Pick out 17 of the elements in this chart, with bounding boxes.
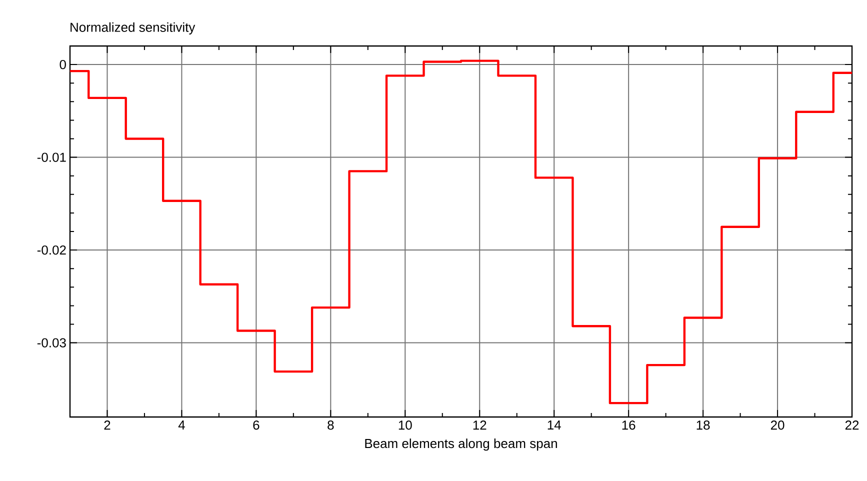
x-tick-label: 4 bbox=[178, 420, 185, 430]
y-tick-label: -0.03 bbox=[37, 338, 66, 348]
x-tick-label: 16 bbox=[622, 420, 636, 430]
y-tick-label: 0 bbox=[60, 60, 66, 70]
x-tick-label: 18 bbox=[696, 420, 710, 430]
x-axis-title: Beam elements along beam span bbox=[365, 438, 557, 451]
x-tick-label: 8 bbox=[328, 420, 334, 430]
x-tick-label: 22 bbox=[845, 420, 859, 430]
y-tick-label: -0.01 bbox=[37, 152, 66, 162]
x-tick-label: 10 bbox=[398, 420, 412, 430]
x-tick-label: 12 bbox=[473, 420, 486, 430]
x-tick-label: 14 bbox=[548, 420, 561, 430]
x-tick-label: 6 bbox=[253, 420, 260, 430]
x-tick-label: 2 bbox=[104, 420, 110, 430]
y-axis-title: Normalized sensitivity bbox=[70, 22, 196, 34]
x-tick-label: 20 bbox=[770, 420, 784, 430]
y-tick-label: -0.02 bbox=[37, 245, 66, 255]
